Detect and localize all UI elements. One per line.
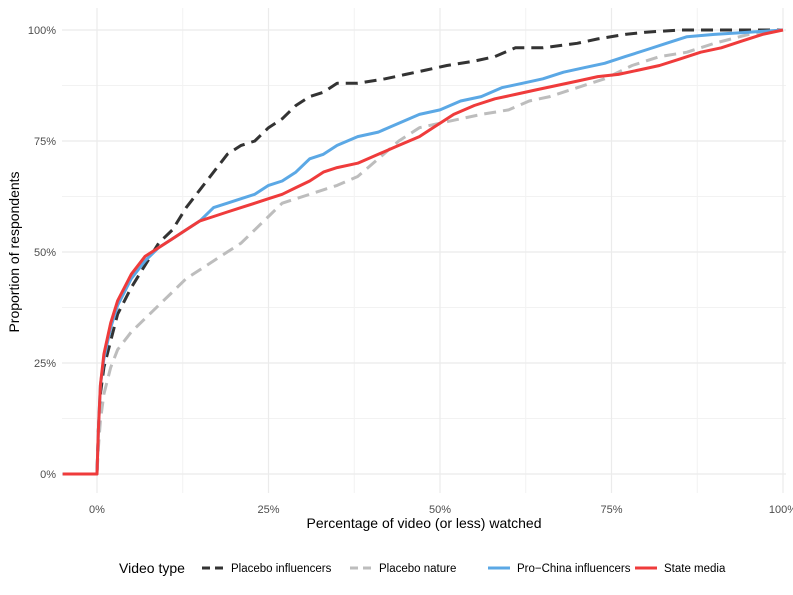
- x-tick-label: 75%: [600, 504, 622, 516]
- series-line-2: [62, 28, 784, 476]
- y-axis-title: Proportion of respondents: [6, 171, 22, 332]
- legend-title: Video type: [119, 560, 185, 576]
- series-line-1: [62, 28, 784, 476]
- x-tick-label: 100%: [769, 504, 793, 516]
- legend-label-2: Pro−China influencers: [517, 563, 631, 575]
- series-layer: [62, 28, 784, 476]
- legend: Video type Placebo influencers Placebo na…: [119, 560, 726, 576]
- legend-label-1: Placebo nature: [379, 563, 456, 575]
- grid-minor: [62, 8, 786, 493]
- grid-major: [62, 8, 786, 493]
- y-tick-label: 50%: [34, 247, 56, 259]
- y-tick-label: 100%: [28, 25, 56, 37]
- x-tick-label: 25%: [257, 504, 279, 516]
- x-tick-label: 0%: [89, 504, 105, 516]
- series-line-0: [62, 28, 783, 476]
- series-line-3: [62, 28, 784, 476]
- legend-label-3: State media: [664, 563, 726, 575]
- y-axis-ticks: 0% 25% 50% 75% 100%: [28, 25, 56, 481]
- x-tick-label: 50%: [429, 504, 451, 516]
- x-axis-title: Percentage of video (or less) watched: [306, 515, 541, 531]
- y-tick-label: 75%: [34, 136, 56, 148]
- y-tick-label: 25%: [34, 358, 56, 370]
- y-tick-label: 0%: [40, 469, 56, 481]
- x-axis-ticks: 0% 25% 50% 75% 100%: [89, 504, 793, 516]
- legend-label-0: Placebo influencers: [231, 563, 332, 575]
